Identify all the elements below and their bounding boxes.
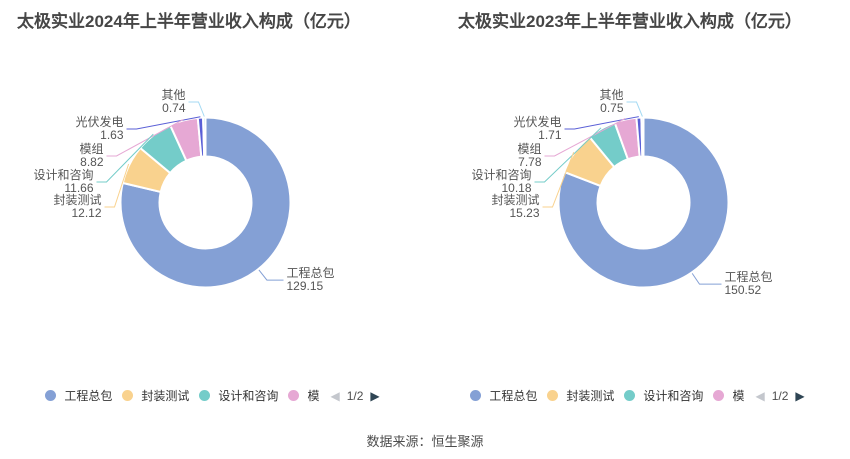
pie-label-name: 工程总包: [724, 270, 773, 285]
legend-label-epc: 工程总包: [64, 389, 113, 403]
legend-item-design-consulting[interactable]: 设计和咨询: [199, 387, 278, 404]
pie-label: 模组 8.82: [79, 143, 103, 169]
pie-label: 模组 7.78: [517, 143, 541, 169]
pie-slice-0-5[interactable]: [202, 116, 207, 158]
legend-marker-module: [713, 390, 725, 401]
legend-pager-prev-icon[interactable]: ◀: [755, 388, 765, 403]
pie-label-line: [104, 163, 130, 208]
pie-label-value: 11.66: [64, 181, 94, 195]
pie-label: 设计和咨询 10.18: [471, 169, 531, 195]
pie-label-line: [542, 152, 575, 208]
legend-label-module: 模: [732, 389, 745, 403]
legend-marker-epc: [45, 390, 57, 401]
pie-slice-1-0[interactable]: [557, 116, 730, 289]
pie-label-line: [544, 118, 626, 157]
pie-slice-0-0[interactable]: [119, 116, 292, 289]
legend-label-module: 模: [307, 389, 320, 403]
pie-label: 光伏发电 1.71: [513, 116, 561, 142]
donut-chart-2024h1: [96, 101, 292, 289]
pie-label-name: 光伏发电: [513, 115, 562, 129]
legend-pager: ◀ 1/2 ▶: [755, 389, 804, 403]
legend-pager-next-icon[interactable]: ▶: [795, 388, 805, 403]
chart-panel-2023h1: 太极实业2023年上半年营业收入构成（亿元） 工程总包 封装测试 设计和咨询 模…: [425, 0, 850, 459]
pie-label-name: 设计和咨询: [471, 168, 532, 182]
legend-marker-packaging-testing: [547, 390, 559, 401]
pie-label: 工程总包 150.52: [725, 271, 773, 297]
pie-label-name: 封装测试: [53, 193, 102, 207]
pie-label-name: 工程总包: [286, 266, 335, 281]
legend-marker-epc: [470, 390, 482, 401]
legend-label-design-consulting: 设计和咨询: [218, 389, 279, 403]
pie-label-value: 10.18: [501, 181, 532, 195]
pie-label-line: [258, 269, 284, 281]
pie-label: 设计和咨询 11.66: [33, 169, 93, 195]
pie-label-value: 7.78: [518, 155, 542, 169]
donut-chart-2023h1: [534, 101, 730, 289]
pie-label: 封装测试 15.23: [491, 194, 539, 220]
pie-label: 光伏发电 1.63: [75, 116, 123, 142]
legend-pager-next-icon[interactable]: ▶: [370, 388, 380, 403]
legend-marker-design-consulting: [624, 390, 636, 401]
pie-label-line: [96, 133, 154, 183]
legend-marker-design-consulting: [199, 390, 211, 401]
pie-label-line: [188, 101, 205, 117]
legend-item-epc[interactable]: 工程总包: [470, 387, 537, 404]
chart-title: 太极实业2023年上半年营业收入构成（亿元）: [458, 12, 802, 31]
pie-label-name: 其他: [599, 88, 624, 102]
legend-item-design-consulting[interactable]: 设计和咨询: [624, 387, 703, 404]
pie-label-value: 0.75: [600, 101, 624, 115]
legend-item-packaging-testing[interactable]: 封装测试: [547, 387, 614, 404]
pie-label: 其他 0.74: [161, 89, 185, 115]
legend-marker-packaging-testing: [122, 390, 134, 401]
pie-label-name: 其他: [161, 88, 186, 102]
legend-label-packaging-testing: 封装测试: [141, 389, 190, 403]
chart-panel-2024h1: 太极实业2024年上半年营业收入构成（亿元） 工程总包 封装测试 设计和咨询 模…: [0, 12, 425, 404]
pie-slice-1-5[interactable]: [640, 116, 645, 158]
chart-title: 太极实业2024年上半年营业收入构成（亿元）: [17, 12, 361, 31]
legend-marker-module: [288, 390, 300, 401]
data-source-note: 数据来源：恒生聚源: [366, 434, 484, 449]
legend-pager-prev-icon[interactable]: ◀: [330, 388, 340, 403]
legend-pager-page: 1/2: [771, 388, 789, 403]
legend-pager-page: 1/2: [346, 388, 364, 403]
pie-label-line: [534, 127, 602, 183]
legend-item-module[interactable]: 模: [288, 387, 319, 404]
chart-legend: 工程总包 封装测试 设计和咨询 模 ◀ 1/2 ▶: [0, 387, 425, 404]
legend-label-design-consulting: 设计和咨询: [643, 389, 704, 403]
pie-label-line: [691, 273, 722, 285]
legend-pager: ◀ 1/2 ▶: [330, 389, 379, 403]
legend-item-module[interactable]: 模: [713, 387, 744, 404]
pie-label-name: 光伏发电: [75, 115, 124, 129]
pie-label-value: 1.63: [100, 128, 124, 142]
pie-label-line: [106, 118, 184, 157]
pie-label-value: 8.82: [80, 155, 104, 169]
pie-label-value: 15.23: [509, 206, 540, 220]
legend-label-epc: 工程总包: [489, 389, 538, 403]
pie-label-value: 12.12: [71, 206, 102, 220]
pie-label-value: 129.15: [286, 279, 324, 294]
pie-label-line: [626, 101, 643, 117]
legend-label-packaging-testing: 封装测试: [566, 389, 615, 403]
pie-label-name: 模组: [517, 142, 542, 156]
pie-label-value: 1.71: [538, 128, 562, 142]
pie-label-name: 模组: [79, 142, 104, 156]
pie-label-name: 设计和咨询: [33, 168, 94, 182]
pie-label-value: 0.74: [162, 101, 186, 115]
legend-item-epc[interactable]: 工程总包: [45, 387, 112, 404]
chart-legend: 工程总包 封装测试 设计和咨询 模 ◀ 1/2 ▶: [425, 387, 850, 404]
legend-item-packaging-testing[interactable]: 封装测试: [122, 387, 189, 404]
pie-label-line: [126, 116, 201, 130]
pie-label: 封装测试 12.12: [53, 194, 101, 220]
pie-label-name: 封装测试: [491, 193, 540, 207]
pie-label-line: [564, 116, 639, 130]
pie-label: 其他 0.75: [599, 89, 623, 115]
pie-label: 工程总包 129.15: [287, 267, 335, 293]
pie-label-value: 150.52: [724, 283, 762, 298]
